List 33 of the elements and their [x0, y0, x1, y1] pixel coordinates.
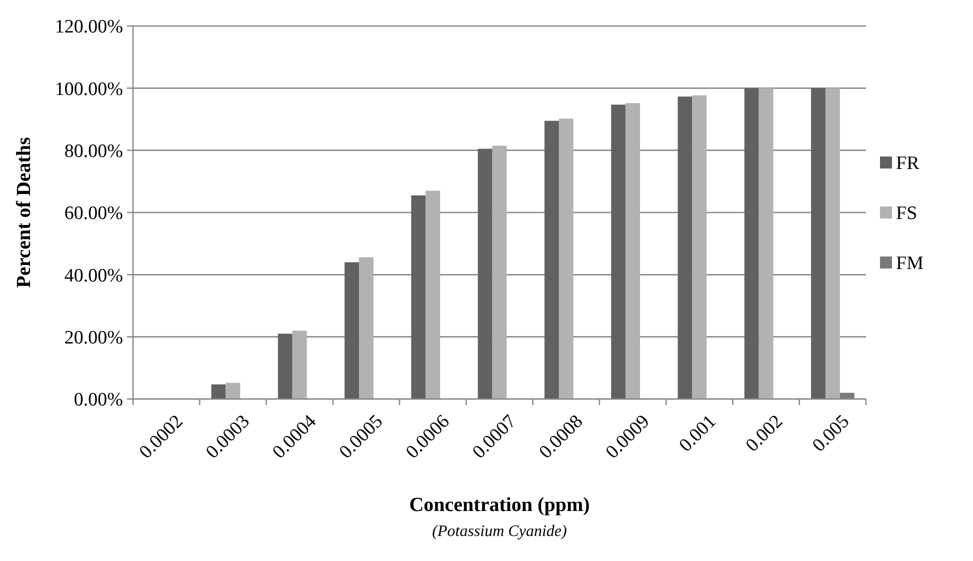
bar [811, 88, 826, 399]
text: (Potassium Cyanide) [432, 523, 567, 540]
legend-label: FS [896, 203, 918, 224]
bar [278, 334, 292, 399]
bar [692, 95, 707, 399]
y-tick-label: 0.00% [74, 390, 124, 411]
legend-label: FM [896, 253, 924, 274]
y-tick-label: 20.00% [64, 327, 124, 348]
bar [744, 88, 759, 399]
bar [292, 330, 307, 399]
bar [344, 262, 360, 399]
y-tick-label: 80.00% [64, 140, 124, 162]
y-tick-label: 40.00% [64, 265, 124, 286]
bar [825, 88, 840, 399]
bar [211, 384, 226, 399]
legend-label: FR [896, 153, 920, 174]
bar [359, 257, 374, 399]
bar [611, 104, 626, 399]
y-tick-label: 120.00% [54, 16, 124, 38]
bar [492, 146, 507, 399]
bar [558, 118, 574, 399]
x-axis-title: Concentration (ppm) [409, 494, 590, 516]
bar [411, 195, 426, 399]
bar [626, 103, 640, 399]
bar [758, 88, 774, 399]
bar [544, 120, 559, 399]
y-tick-label: 60.00% [64, 203, 124, 224]
bar [478, 148, 492, 399]
bar [226, 382, 240, 399]
y-axis-title: Percent of Deaths [13, 136, 35, 288]
y-tick-label: 100.00% [54, 78, 124, 100]
bar [426, 190, 440, 399]
bar [678, 96, 692, 399]
